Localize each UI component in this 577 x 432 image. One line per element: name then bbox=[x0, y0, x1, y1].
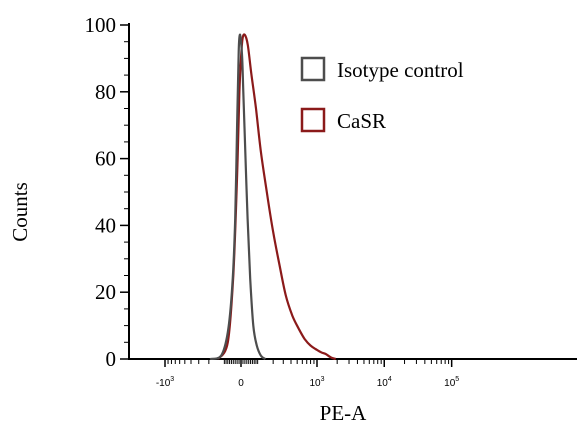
y-axis-label: Counts bbox=[8, 182, 32, 242]
y-tick-label: 100 bbox=[85, 13, 117, 37]
y-ticks: 0 20 40 60 80 100 bbox=[85, 13, 129, 371]
series-layer bbox=[209, 33, 337, 361]
x-tick-label: -103 bbox=[156, 376, 174, 389]
y-tick-label: 40 bbox=[95, 213, 116, 237]
x-tick-label: 105 bbox=[444, 376, 459, 389]
x-ticks: -103 0 103 104 105 bbox=[156, 359, 459, 389]
y-tick-label: 60 bbox=[95, 147, 116, 171]
y-tick-label: 80 bbox=[95, 80, 116, 104]
legend: Isotype control CaSR bbox=[300, 56, 464, 133]
series-line-casr bbox=[217, 33, 337, 361]
x-tick-label: 0 bbox=[238, 378, 244, 389]
y-tick-label: 0 bbox=[106, 347, 117, 371]
x-axis-label: PE-A bbox=[320, 401, 368, 425]
y-tick-label: 20 bbox=[95, 280, 116, 304]
legend-label-casr: CaSR bbox=[337, 109, 386, 133]
series-line-isotype-control bbox=[209, 33, 267, 361]
x-tick-label: 103 bbox=[309, 376, 324, 389]
legend-swatch-casr bbox=[300, 107, 326, 133]
x-tick-label: 104 bbox=[377, 376, 392, 389]
legend-swatch-isotype-control bbox=[300, 56, 326, 82]
legend-label-isotype-control: Isotype control bbox=[337, 58, 464, 82]
